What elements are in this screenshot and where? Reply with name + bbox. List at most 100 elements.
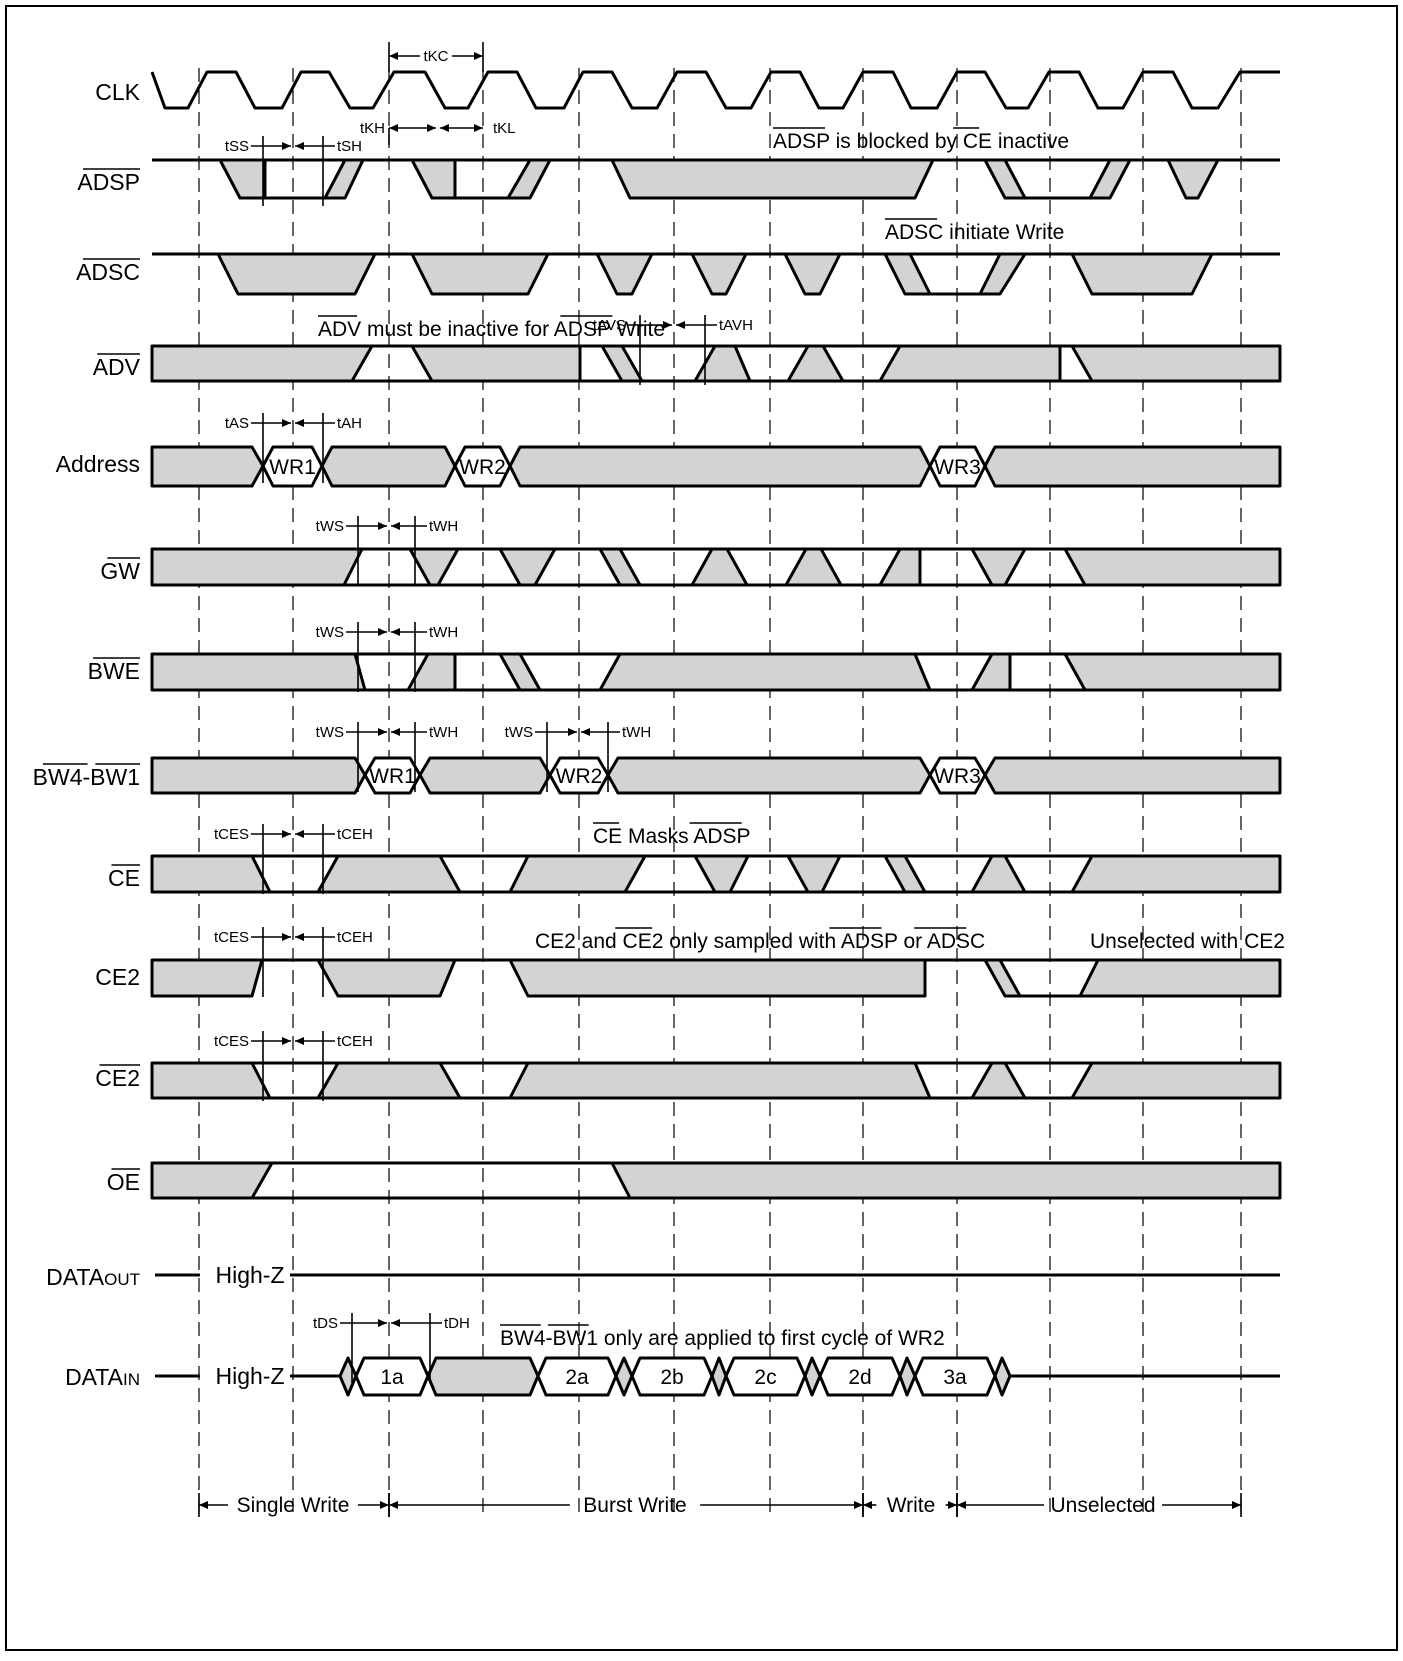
- gw-shade: [878, 547, 922, 587]
- timing-label-tces: tCES: [214, 929, 249, 946]
- ce-shade: [508, 854, 647, 894]
- timing-label-tceh: tCEH: [337, 826, 373, 843]
- datain-cell: [913, 1356, 997, 1397]
- ce2-shade: [508, 958, 927, 998]
- signal-label-adsp: ADSP: [77, 169, 140, 195]
- datain-cell-label: 2c: [754, 1366, 776, 1389]
- arrow-head: [295, 1037, 304, 1045]
- adsp-shade: [323, 158, 365, 200]
- datain-cell-label: 2d: [848, 1366, 871, 1389]
- arrow-head: [957, 1501, 966, 1509]
- address-cell-label: WR1: [269, 456, 316, 479]
- address-shade: [508, 445, 932, 488]
- arrow-head: [378, 522, 387, 530]
- arrow-head: [378, 1319, 387, 1327]
- timing-label-tah: tAH: [337, 415, 362, 432]
- arrow-head: [295, 419, 304, 427]
- signal-label-address: Address: [56, 451, 140, 477]
- timing-label-tws: tWS: [316, 724, 344, 741]
- bwe-shade: [150, 652, 367, 692]
- gw-shade: [408, 547, 460, 587]
- gw-shade: [150, 547, 364, 587]
- timing-label-tds: tDS: [313, 1315, 338, 1332]
- timing-label-tws: tWS: [316, 518, 344, 535]
- timing-label-tsh: tSH: [337, 138, 362, 155]
- signal-label-dataout: DATAOUT: [46, 1264, 140, 1290]
- ce-shade: [1070, 854, 1282, 894]
- bw-shade: [418, 756, 552, 795]
- arrow-head: [389, 52, 398, 60]
- ce2n-shade: [970, 1061, 1027, 1100]
- datain-shade: [898, 1356, 917, 1397]
- datain-shade: [710, 1356, 728, 1397]
- bw-cell-label: WR1: [369, 765, 416, 788]
- signal-labels: CLK ADSP ADSC ADV Address GW BWE BW4-BW1 CE CE2 CE…: [33, 79, 141, 1390]
- timing-label-twh: tWH: [622, 724, 651, 741]
- datain-cell-label: 2a: [565, 1366, 589, 1389]
- signal-label-adsc: ADSC: [76, 259, 140, 285]
- ce2n-shade: [1070, 1061, 1282, 1100]
- adsc-shade: [595, 252, 654, 296]
- note-adsc-write: ADSC initiate Write: [885, 221, 1064, 244]
- ce2n-shade: [508, 1061, 932, 1100]
- arrow-head: [1232, 1501, 1241, 1509]
- adv-shade: [410, 344, 582, 383]
- timing-label-twh: tWH: [429, 624, 458, 641]
- address-shade: [150, 445, 265, 488]
- signal-label-datain: DATAIN: [65, 1364, 140, 1390]
- arrow-head: [948, 1501, 957, 1509]
- arrow-head: [282, 830, 291, 838]
- bw-cell-label: WR3: [934, 765, 981, 788]
- datain-shade: [338, 1356, 358, 1397]
- clk-wave: [150, 70, 1280, 110]
- phase-label: Write: [887, 1494, 936, 1517]
- bw-cell: [363, 756, 422, 795]
- datain-shade: [614, 1356, 634, 1397]
- adv-shade: [786, 344, 845, 383]
- address-cell: [928, 445, 987, 488]
- arrow-head: [380, 1501, 389, 1509]
- arrow-head: [282, 419, 291, 427]
- adv-shade: [1070, 344, 1282, 383]
- ce-shade: [316, 854, 462, 894]
- timing-label-tws: tWS: [316, 624, 344, 641]
- gw-shade: [690, 547, 749, 587]
- adsp-shade: [410, 158, 457, 200]
- arrow-head: [389, 1501, 398, 1509]
- arrow-head: [282, 142, 291, 150]
- timing-label-tkc: tKC: [423, 48, 448, 65]
- arrow-head: [391, 522, 400, 530]
- arrow-head: [440, 124, 449, 132]
- signal-label-clk: CLK: [95, 79, 140, 105]
- ce2n-shade: [150, 1061, 272, 1100]
- adv-shade: [600, 344, 644, 383]
- adsc-shade: [883, 252, 932, 296]
- signal-label-ce: CE: [108, 865, 140, 891]
- timing-label-twh: tWH: [429, 724, 458, 741]
- address-cell-label: WR2: [459, 456, 506, 479]
- adsp-shade: [610, 158, 935, 200]
- datain-shade: [993, 1356, 1012, 1397]
- signal-label-subscript: OUT: [104, 1270, 140, 1289]
- signal-label-oe: OE: [107, 1169, 140, 1195]
- oe-shade: [610, 1161, 1282, 1200]
- timing-label-tces: tCES: [214, 1033, 249, 1050]
- signal-label-main: DATA: [46, 1264, 105, 1290]
- phase-label: Burst Write: [583, 1494, 686, 1517]
- adsp-shade: [1166, 158, 1220, 200]
- signal-label-subscript: IN: [123, 1370, 140, 1389]
- datain-cell: [630, 1356, 714, 1397]
- datain-cell-label: 1a: [380, 1366, 404, 1389]
- bwe-shade: [970, 652, 1012, 692]
- adsc-shade: [690, 252, 748, 296]
- ce2-shade: [316, 958, 457, 998]
- note-ce2-sampled: CE2 and CE2 only sampled with ADSP or AD…: [535, 930, 985, 953]
- note-adsp-blocked: ADSP is blocked by CE inactive: [773, 130, 1069, 153]
- arrow-head: [568, 728, 577, 736]
- bw-cell: [928, 756, 987, 795]
- datain-cell: [354, 1356, 430, 1397]
- adsp-shade: [506, 158, 552, 200]
- datain-shade: [426, 1356, 540, 1397]
- bw-shade: [983, 756, 1282, 795]
